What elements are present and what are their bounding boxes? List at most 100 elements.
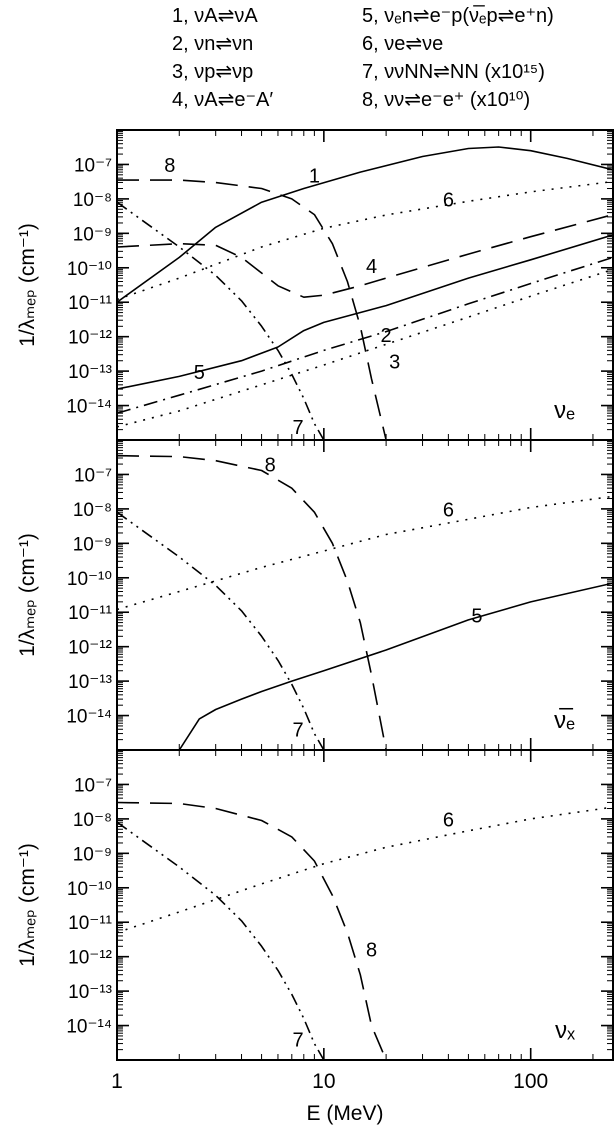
legend-reaction: νA⇌e⁻A′ — [194, 89, 273, 111]
y-tick-label: 10⁻⁹ — [73, 534, 112, 555]
series-line-7 — [117, 821, 325, 1060]
y-tick-label: 10⁻¹⁰ — [67, 879, 112, 900]
y-tick-label: 10⁻¹³ — [68, 672, 112, 693]
y-tick-label: 10⁻¹² — [68, 638, 112, 659]
legend-entry-4: 4, νA⇌e⁻A′ — [172, 89, 273, 111]
y-tick-label: 10⁻⁷ — [74, 775, 112, 796]
series-group — [117, 146, 613, 440]
legend-number: 4 — [172, 89, 183, 111]
y-tick-label: 10⁻¹² — [68, 328, 112, 349]
y-tick-label: 10⁻¹¹ — [68, 603, 112, 624]
legend-reaction: νp⇌νp — [194, 61, 253, 83]
curve-label-3: 3 — [389, 351, 400, 373]
legend-entry-1: 1, νA⇌νA — [172, 5, 258, 27]
reaction-legend: 1, νA⇌νA 2, νn⇌νn 3, νp⇌νp 4, νA⇌e⁻A′ 5, νₑn… — [172, 4, 554, 111]
series-line-1 — [117, 146, 613, 303]
y-tick-label: 10⁻¹¹ — [68, 913, 112, 934]
series-line-8 — [117, 801, 387, 1060]
series-group — [117, 454, 613, 750]
series-line-5 — [178, 582, 613, 750]
y-tick-label: 10⁻⁷ — [74, 465, 112, 486]
legend-reaction: νn⇌νn — [194, 33, 253, 55]
y-tick-label: 10⁻⁸ — [73, 190, 112, 211]
y-axis-label: 1/λₘₑₚ (cm⁻¹) — [16, 533, 39, 657]
curve-label-6: 6 — [443, 190, 454, 212]
curve-label-5: 5 — [194, 362, 205, 384]
y-tick-label: 10⁻¹¹ — [68, 293, 112, 314]
y-tick-label: 10⁻⁷ — [74, 155, 112, 176]
curve-label-7: 7 — [292, 417, 303, 439]
legend-number: 7 — [362, 61, 373, 83]
series-line-8 — [117, 454, 387, 750]
x-tick-label: 10 — [312, 1070, 335, 1093]
y-axis-label: 1/λₘₑₚ (cm⁻¹) — [16, 843, 39, 967]
y-tick-label: 10⁻⁸ — [73, 500, 112, 521]
legend-entry-6: 6, νe⇌νe — [362, 33, 443, 55]
legend-entry-3: 3, νp⇌νp — [172, 61, 253, 83]
panel-label: νₑ — [554, 397, 575, 424]
legend-number: 5 — [362, 5, 373, 27]
curve-label-1: 1 — [309, 165, 320, 187]
y-axis-label: 1/λₘₑₚ (cm⁻¹) — [16, 223, 39, 347]
plot-frame — [116, 439, 614, 751]
series-line-2 — [117, 256, 613, 414]
curve-label-6: 6 — [443, 810, 454, 832]
curve-label-4: 4 — [366, 256, 377, 278]
y-tick-label: 10⁻⁹ — [73, 224, 112, 245]
series-line-6 — [117, 806, 613, 934]
series-line-7 — [117, 201, 325, 440]
y-tick-label: 10⁻¹⁰ — [67, 259, 112, 280]
chart-panel-2: 5 6 7 8 ν̅ₑ 10⁻⁷ 10⁻⁸ 10⁻⁹ 10⁻¹⁰ 10⁻¹¹ 10⁻¹² 10⁻¹³ 1… — [16, 439, 614, 751]
chart-panel-1: 1 2 3 4 5 6 7 8 νₑ 10⁻⁷ 10⁻⁸ 10⁻⁹ 10⁻¹⁰ 10⁻¹¹ 10⁻¹² 10⁻… — [16, 129, 614, 441]
legend-entry-2: 2, νn⇌νn — [172, 33, 253, 55]
series-line-3 — [117, 268, 613, 428]
y-tick-label: 10⁻⁹ — [73, 844, 112, 865]
legend-number: 2 — [172, 33, 183, 55]
curve-label-7: 7 — [292, 719, 303, 741]
y-tick-label: 10⁻¹⁴ — [66, 707, 112, 728]
series-group — [117, 801, 613, 1060]
y-tick-label: 10⁻⁸ — [73, 810, 112, 831]
legend-reaction: νν⇌e⁻e⁺ (x10¹⁰) — [384, 89, 530, 111]
legend-reaction: ννNN⇌NN (x10¹⁵) — [384, 61, 545, 83]
legend-number: 8 — [362, 89, 373, 111]
legend-number: 1 — [172, 5, 183, 27]
legend-reaction: νe⇌νe — [384, 33, 443, 55]
panel-label: νₓ — [555, 1017, 575, 1044]
legend-entry-8: 8, νν⇌e⁻e⁺ (x10¹⁰) — [362, 89, 530, 111]
x-tick-label: 1 — [111, 1070, 123, 1093]
legend-reaction: νA⇌νA — [194, 5, 258, 27]
axis-ticks — [116, 440, 613, 751]
curve-label-6: 6 — [443, 500, 454, 522]
curve-label-8: 8 — [366, 940, 377, 962]
curve-label-8: 8 — [265, 455, 276, 477]
legend-number: 6 — [362, 33, 373, 55]
series-line-6 — [117, 495, 613, 611]
curve-label-8: 8 — [164, 155, 175, 177]
chart-panels: 12345678νₑ10⁻⁷10⁻⁸10⁻⁹10⁻¹⁰10⁻¹¹10⁻¹²10⁻… — [16, 129, 614, 1125]
series-line-4 — [117, 213, 613, 299]
chart-panel-3: 6 7 8 νₓ 10⁻⁷ 10⁻⁸ 10⁻⁹ 10⁻¹⁰ 10⁻¹¹ 10⁻¹² 10⁻¹³ 10⁻… — [16, 749, 614, 1125]
x-tick-label: 100 — [513, 1070, 548, 1093]
axis-ticks — [116, 750, 613, 1061]
y-tick-label: 10⁻¹⁴ — [66, 1017, 112, 1038]
legend-number: 3 — [172, 61, 183, 83]
y-tick-label: 10⁻¹² — [68, 948, 112, 969]
curve-label-5: 5 — [471, 606, 482, 628]
y-tick-label: 10⁻¹⁰ — [67, 569, 112, 590]
series-line-5 — [117, 234, 613, 390]
curve-label-7: 7 — [292, 1029, 303, 1051]
plot-frame — [116, 749, 614, 1061]
y-tick-label: 10⁻¹³ — [68, 362, 112, 383]
legend-entry-7: 7, ννNN⇌NN (x10¹⁵) — [362, 61, 545, 83]
series-line-8 — [117, 179, 387, 440]
panel-label: ν̅ₑ — [554, 707, 575, 734]
x-axis-label: E (MeV) — [306, 1102, 383, 1125]
legend-reaction: νₑn⇌e⁻p(ν̅ₑp⇌e⁺n) — [384, 4, 554, 27]
curve-label-2: 2 — [381, 325, 392, 347]
series-line-7 — [117, 511, 325, 750]
y-tick-label: 10⁻¹⁴ — [66, 397, 112, 418]
y-tick-label: 10⁻¹³ — [68, 982, 112, 1003]
legend-entry-5: 5, νₑn⇌e⁻p(ν̅ₑp⇌e⁺n) — [362, 4, 554, 27]
